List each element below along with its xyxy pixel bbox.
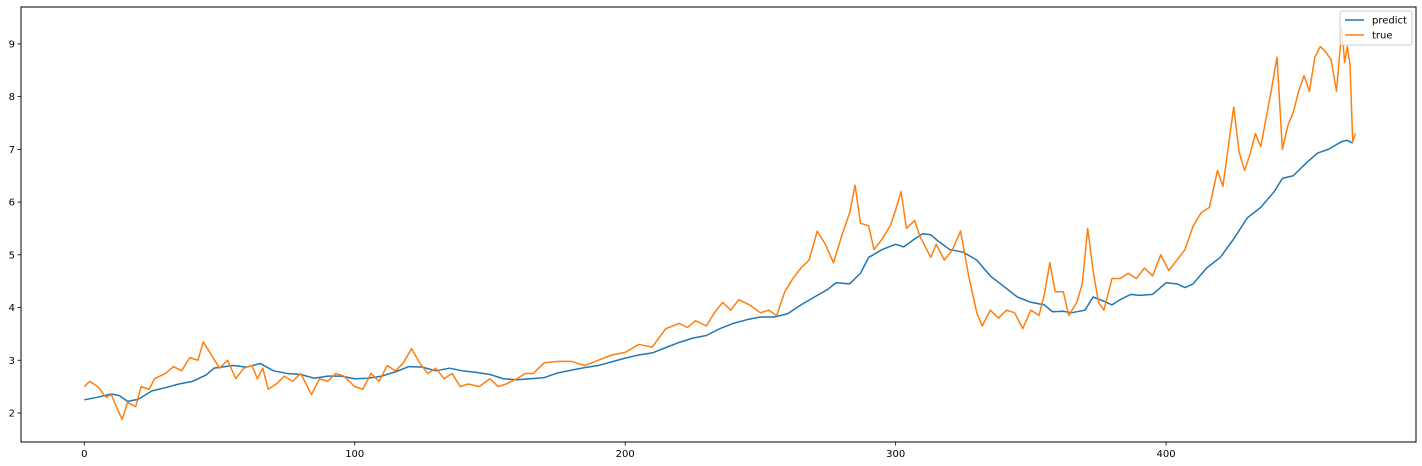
y-tick-label: 5 [9,250,15,261]
y-tick-label: 6 [9,198,15,209]
series-layer [83,27,1357,421]
x-axis: 0 100 200 300 400 [81,442,1176,460]
y-tick-label: 9 [9,39,15,50]
legend-label-predict: predict [1372,16,1407,27]
x-tick-label: 100 [345,449,364,460]
legend-label-true: true [1372,31,1393,42]
x-tick-label: 0 [81,449,87,460]
y-tick-label: 2 [9,409,15,420]
legend: predict true [1339,10,1413,46]
y-tick-label: 3 [9,356,15,367]
y-axis: 2 3 4 5 6 7 8 9 [9,39,21,420]
x-tick-label: 300 [886,449,905,460]
x-tick-label: 200 [616,449,635,460]
series-line-true [83,27,1357,421]
plot-frame [20,6,1417,443]
y-tick-label: 4 [9,303,15,314]
x-tick-label: 400 [1157,449,1176,460]
y-tick-label: 8 [9,92,15,103]
series-line-predict [84,139,1354,403]
y-tick-label: 7 [9,145,15,156]
